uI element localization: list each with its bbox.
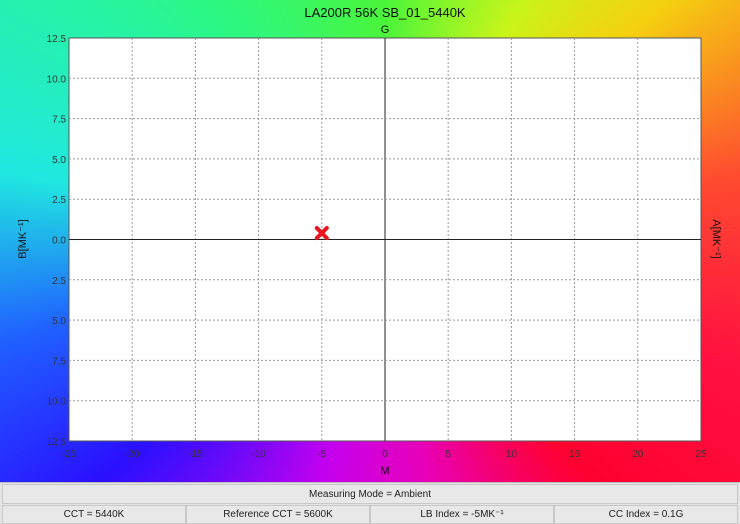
y-tick-label: 5.0 [52, 316, 66, 327]
y-tick-label: 2.5 [52, 195, 66, 206]
y-tick-label: 7.5 [52, 115, 66, 126]
top-axis-label: G [381, 24, 390, 36]
x-tick-label: 20 [632, 449, 644, 460]
y-axis-label-left: B[MK⁻¹] [17, 219, 29, 258]
x-tick-label: 15 [569, 449, 581, 460]
y-tick-label: 0.0 [52, 236, 66, 247]
y-tick-label: 12.5 [47, 437, 67, 448]
x-tick-label: 25 [695, 449, 707, 460]
y-tick-label: 7.5 [52, 356, 66, 367]
x-axis-label: M [380, 465, 389, 477]
status-panel: Measuring Mode = Ambient CCT = 5440K Ref… [0, 482, 740, 524]
x-tick-label: -5 [317, 449, 326, 460]
x-tick-label: -15 [188, 449, 203, 460]
x-tick-label: 10 [506, 449, 518, 460]
x-tick-label: -10 [251, 449, 266, 460]
y-tick-label: 12.5 [47, 34, 67, 45]
marker-stroke [314, 226, 329, 241]
x-tick-label: -25 [62, 449, 77, 460]
data-point-marker [314, 226, 329, 241]
y-tick-label: 5.0 [52, 155, 66, 166]
y-tick-label: 10.0 [47, 74, 67, 85]
y-tick-label: 10.0 [47, 397, 67, 408]
x-tick-label: -20 [125, 449, 140, 460]
y-axis-label-right: A[MK⁻¹] [710, 219, 722, 258]
chart-title: LA200R 56K SB_01_5440K [304, 5, 466, 20]
x-tick-label: 0 [382, 449, 388, 460]
x-tick-label: 5 [445, 449, 451, 460]
measuring-mode: Measuring Mode = Ambient [2, 484, 738, 504]
chart: LA200R 56K SB_01_5440K G -25 -20 -15 -10 -5 0… [17, 5, 722, 477]
y-tick-label: 2.5 [52, 276, 66, 287]
